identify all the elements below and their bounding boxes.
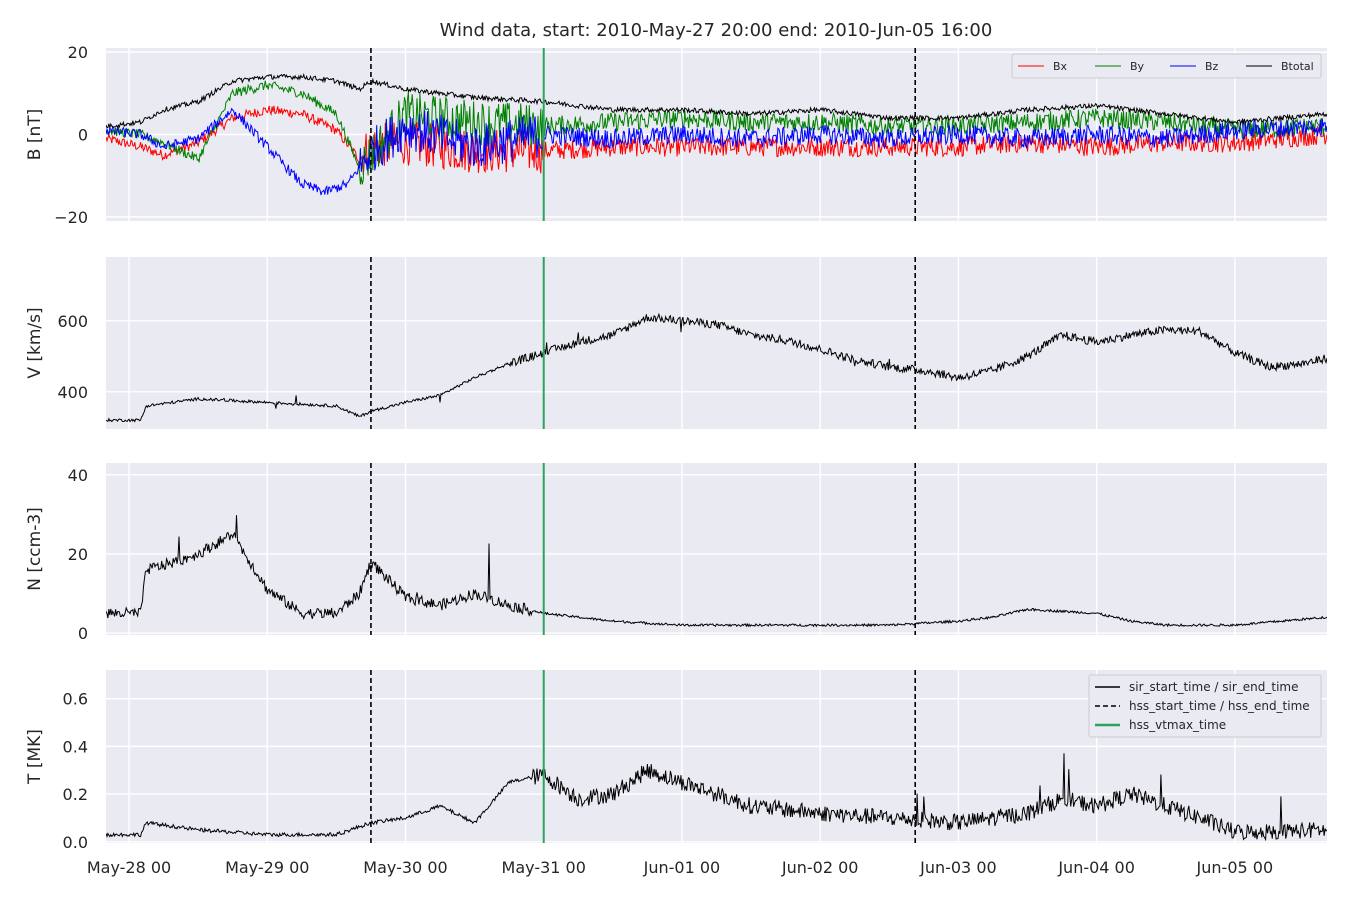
legend-b-label-Bz: Bz xyxy=(1205,60,1219,73)
x-tick-label: May-29 00 xyxy=(225,858,309,877)
x-tick-label: Jun-01 00 xyxy=(643,858,721,877)
y-tick-label-V: 600 xyxy=(57,312,88,331)
y-tick-label-N: 0 xyxy=(78,624,88,643)
y-tick-label-T: 0.4 xyxy=(63,737,88,756)
y-axis-label-B: B [nT] xyxy=(25,109,45,161)
series-group-T xyxy=(106,753,1327,842)
legend-b-label-Bx: Bx xyxy=(1053,60,1068,73)
legend-events-label: hss_start_time / hss_end_time xyxy=(1129,699,1310,713)
legend-b: Bx By Bz Btotal xyxy=(1011,53,1322,79)
series-line-Bx xyxy=(106,105,1327,175)
panel-V: 400 600 V [km/s] xyxy=(25,257,1327,429)
panel-N: 0 20 40 N [ccm-3] xyxy=(25,463,1327,643)
y-tick-label-N: 40 xyxy=(68,466,88,485)
legend-events-label: hss_vtmax_time xyxy=(1129,718,1226,732)
y-tick-label-T: 0.6 xyxy=(63,690,88,709)
x-tick-label: Jun-02 00 xyxy=(781,858,859,877)
y-tick-label-N: 20 xyxy=(68,545,88,564)
panel-B: −20 0 20 B [nT] Bx By Bz Btotal xyxy=(25,43,1327,227)
series-line-By xyxy=(106,80,1327,185)
y-tick-label-T: 0.2 xyxy=(63,785,88,804)
x-tick-label: May-31 00 xyxy=(502,858,586,877)
x-tick-label: Jun-04 00 xyxy=(1057,858,1135,877)
series-line-N xyxy=(106,515,1327,628)
x-tick-label: May-28 00 xyxy=(87,858,171,877)
series-line-Btotal xyxy=(106,73,1327,129)
y-tick-label-B: 20 xyxy=(68,43,88,62)
panel-background-N xyxy=(106,463,1327,635)
legend-events-frame xyxy=(1088,674,1322,738)
panel-background-V xyxy=(106,257,1327,429)
series-line-V xyxy=(106,312,1327,423)
y-tick-label-B: −20 xyxy=(54,208,88,227)
x-tick-label: May-30 00 xyxy=(363,858,447,877)
panel-T: 0.0 0.2 0.4 0.6 T [MK] May-28 00 May-29 00 May-… xyxy=(25,670,1327,877)
legend-events: sir_start_time / sir_end_time hss_start_t… xyxy=(1088,674,1322,738)
series-group-N xyxy=(106,515,1327,628)
series-group-V xyxy=(106,312,1327,423)
y-axis-label-N: N [ccm-3] xyxy=(25,507,45,591)
legend-events-label: sir_start_time / sir_end_time xyxy=(1129,680,1299,694)
y-tick-label-B: 0 xyxy=(78,126,88,145)
legend-b-label-By: By xyxy=(1130,60,1145,73)
y-tick-label-T: 0.0 xyxy=(63,833,88,852)
legend-b-label-Btotal: Btotal xyxy=(1281,60,1314,73)
legend-b-frame xyxy=(1011,53,1322,79)
y-tick-label-V: 400 xyxy=(57,383,88,402)
y-axis-label-T: T [MK] xyxy=(25,729,45,785)
x-tick-label: Jun-05 00 xyxy=(1196,858,1274,877)
chart-title: Wind data, start: 2010-May-27 20:00 end:… xyxy=(440,20,993,41)
x-tick-label: Jun-03 00 xyxy=(919,858,997,877)
series-line-Bz xyxy=(106,107,1327,196)
series-group-B xyxy=(106,73,1327,196)
series-line-T xyxy=(106,753,1327,842)
y-axis-label-V: V [km/s] xyxy=(25,307,45,378)
